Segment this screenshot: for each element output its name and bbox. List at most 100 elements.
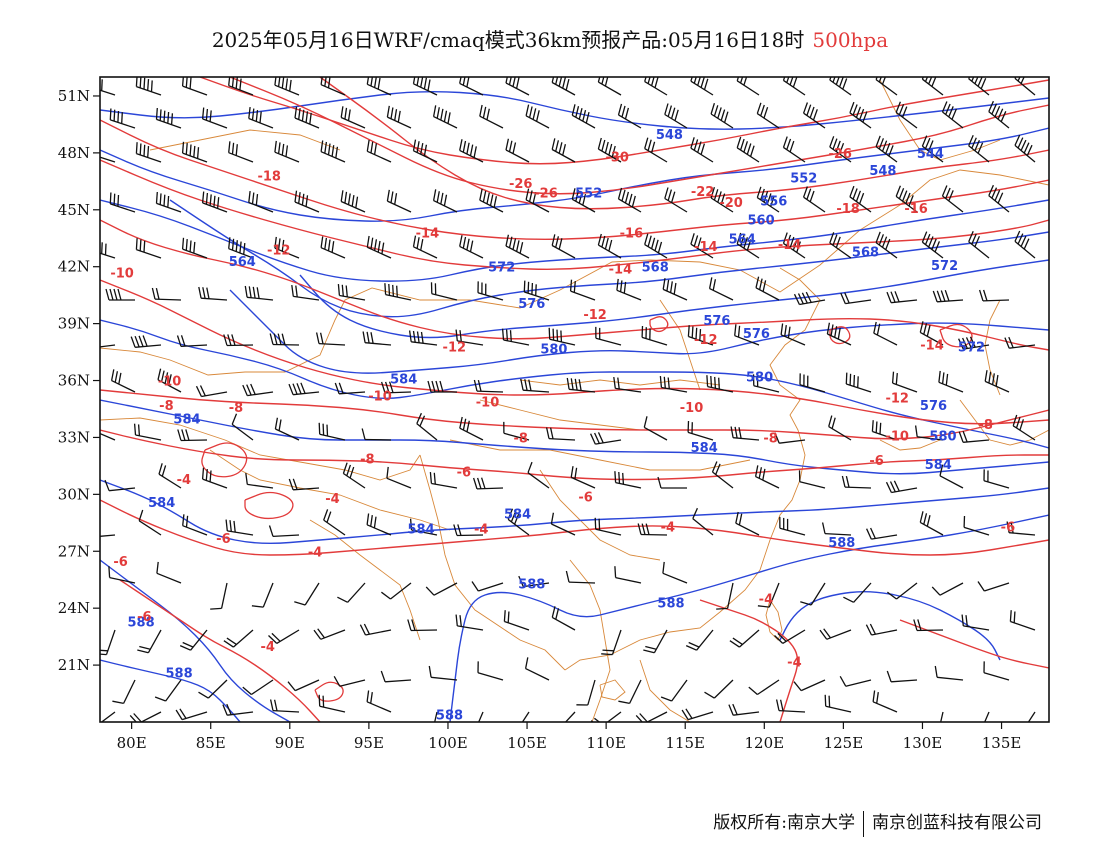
wind-barb-feather [527,461,533,473]
wind-barb-feather [273,699,278,711]
wind-barb-feather [455,614,458,626]
wind-barb [895,185,918,213]
wind-barb-staff [937,299,964,303]
wind-barb-staff [984,380,1010,393]
wind-barb-staff [110,119,136,129]
wind-barb-staff [690,80,714,96]
wind-barb-staff [940,711,944,722]
wind-barb-feather [117,288,122,301]
height-contour [229,289,1049,374]
temperature-label: -10 [368,390,392,405]
wind-barb-feather [85,527,89,538]
wind-barb-feather [239,78,242,91]
wind-barb-staff [202,118,228,129]
wind-barb-staff [123,679,136,704]
wind-barb-feather [129,714,138,722]
wind-barb [729,629,760,648]
wind-barb-feather [377,77,381,90]
wind-barb-feather [835,77,840,85]
wind-barb-feather [685,645,697,651]
wind-barb-feather [366,235,370,248]
wind-barb [479,188,504,213]
wind-barb-feather [797,293,804,305]
wind-barb [866,527,898,540]
wind-barb-staff [343,472,366,489]
wind-barb-feather [690,233,695,245]
wind-barb-feather [342,462,348,474]
wind-barb-feather [547,726,557,731]
wind-barb-feather [486,192,490,204]
wind-barb-feather [645,523,650,535]
wind-barb-feather [621,105,626,118]
wind-barb [566,377,596,393]
wind-barb-feather [324,141,328,154]
wind-barb [524,657,550,681]
wind-barb-feather [319,332,324,344]
wind-barb [269,333,300,346]
wind-barb-feather [758,278,763,290]
wind-barb-feather [466,420,470,432]
wind-barb-feather [681,709,689,720]
wind-barb-staff [135,344,162,348]
wind-barb [829,232,852,259]
height-label: 564 [729,232,756,247]
wind-barb-feather [459,330,462,342]
wind-barb-feather [320,140,324,152]
wind-barb-feather [571,188,576,200]
wind-barb-feather [849,185,855,198]
contour-labels: 5485445485525525565605645685725685725645… [110,128,1015,722]
wind-barb [983,661,1010,681]
wind-barb-feather [222,704,228,716]
wind-barb-staff [367,150,392,163]
wind-barb-feather [558,142,563,154]
wind-barb-staff [736,243,760,259]
wind-barb-feather [231,238,235,251]
wind-barb-feather [650,141,656,153]
wind-barb [409,518,438,536]
wind-barb-feather [105,288,110,301]
wind-barb-feather [457,524,462,536]
wind-barb [710,103,734,129]
wind-barb-feather [294,601,306,606]
wind-barb [135,77,162,96]
wind-barb-feather [875,135,881,147]
wind-barb [1027,711,1036,722]
wind-barb-feather [139,645,151,650]
wind-barb-feather [473,146,477,158]
wind-barb [755,276,780,301]
wind-barb-staff [640,533,668,536]
wind-barb-feather [327,77,331,88]
wind-barb-staff [318,342,346,346]
wind-barb-staff [919,331,944,346]
wind-barb-staff [182,525,208,536]
wind-barb-feather [337,284,341,296]
wind-barb [802,186,826,213]
height-label: 588 [518,578,545,593]
wind-barb-feather [616,278,619,291]
wind-barb-feather [242,686,252,695]
wind-barb-staff [1010,620,1036,631]
wind-barb-staff [385,293,412,301]
wind-barb [775,699,806,713]
wind-barb-staff [571,114,596,129]
wind-barb-feather [295,285,298,297]
wind-barb-feather [881,236,888,248]
wind-barb-feather [323,509,329,521]
wind-barb [919,321,944,346]
wind-barb-staff [799,481,826,489]
wind-barb-staff [1009,344,1036,349]
wind-barb-feather [962,337,968,349]
temperature-label: -12 [267,244,291,259]
wind-barb-feather [597,77,601,83]
wind-barb [914,425,944,441]
wind-barb-feather [756,186,762,198]
wind-barb-feather [202,287,206,299]
wind-barb [380,670,412,683]
wind-barb-staff [416,423,438,441]
wind-barb [1014,77,1036,96]
wind-barb-staff [829,79,852,96]
wind-barb [664,103,688,129]
wind-barb-staff [431,293,458,301]
wind-barb [248,107,274,129]
lat-tick-label: 39N [58,315,90,333]
